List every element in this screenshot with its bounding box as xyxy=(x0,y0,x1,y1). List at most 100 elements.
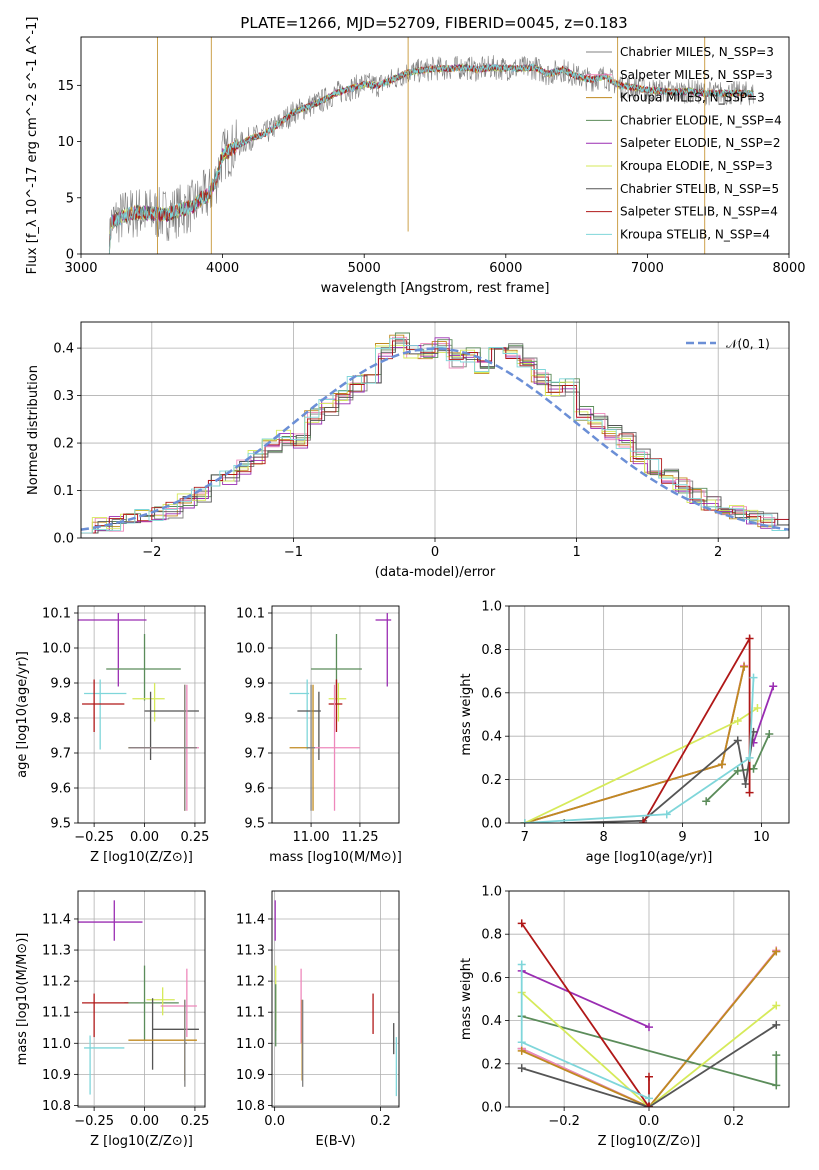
panel-age-vs-Z: −0.25 0.00 0.25 9.5 9.6 9.7 9.8 9.9 10.0 10.1 Z [l… xyxy=(15,605,209,865)
series-line xyxy=(524,666,745,823)
y-tick-label: 0.4 xyxy=(481,1014,502,1029)
data-point-marker xyxy=(749,673,758,682)
x-tick-label: 2 xyxy=(714,545,722,560)
legend-label: Kroupa ELODIE, N_SSP=3 xyxy=(620,159,773,173)
data-point-marker xyxy=(745,788,754,797)
histogram-step xyxy=(81,338,787,534)
x-tick-label: 5000 xyxy=(348,261,381,276)
y-axis-label: mass weight xyxy=(459,958,474,1040)
panel-mass-weight-vs-Z: −0.2 0.0 0.2 0.0 0.2 0.4 0.6 0.8 1.0 Z [log10(Z/Z… xyxy=(459,885,790,1149)
plot-area-mass-vs-Z xyxy=(78,900,199,1095)
x-tick-label: 11.00 xyxy=(292,830,329,845)
x-tick-label: 0.25 xyxy=(180,830,209,845)
y-tick-label: 1.0 xyxy=(481,600,502,615)
x-axis-label: mass [log10(M/M⊙)] xyxy=(269,850,402,865)
x-tick-label: −1 xyxy=(284,545,303,560)
plot-area-mass-weight-vs-age xyxy=(520,634,778,823)
series-line xyxy=(521,1024,777,1107)
data-point-marker xyxy=(639,819,648,823)
series-line xyxy=(524,665,745,823)
y-tick-label: 1.0 xyxy=(481,885,502,900)
data-point-marker xyxy=(765,730,774,739)
y-tick-label: 11.0 xyxy=(236,1037,265,1052)
y-tick-label: 9.6 xyxy=(50,782,71,797)
x-tick-label: 7000 xyxy=(631,261,664,276)
legend-label: Salpeter ELODIE, N_SSP=2 xyxy=(620,136,781,150)
y-tick-label: 0.2 xyxy=(53,437,74,452)
observed-spectrum-line xyxy=(109,55,754,254)
x-tick-label: −0.2 xyxy=(548,1114,580,1129)
axes-frame xyxy=(271,890,400,1108)
x-axis-label: Z [log10(Z/Z⊙)] xyxy=(90,1134,193,1149)
legend-label: Chabrier ELODIE, N_SSP=4 xyxy=(620,113,782,127)
x-tick-label: 7 xyxy=(521,830,529,845)
data-point-marker xyxy=(740,662,749,671)
legend-label: Kroupa MILES, N_SSP=3 xyxy=(620,91,765,105)
data-point-marker xyxy=(769,682,778,691)
y-tick-label: 0.1 xyxy=(53,484,74,499)
y-tick-label: 9.7 xyxy=(244,747,265,762)
y-tick-label: 0 xyxy=(66,248,74,263)
axes-frame xyxy=(508,890,790,1108)
x-tick-label: 0.25 xyxy=(180,1114,209,1129)
x-tick-label: 0.2 xyxy=(370,1114,391,1129)
x-tick-label: −2 xyxy=(142,545,161,560)
y-axis-label: mass weight xyxy=(459,673,474,755)
series-line xyxy=(521,991,777,1107)
x-tick-label: −0.25 xyxy=(74,1114,114,1129)
plot-area-spectrum xyxy=(108,37,754,254)
series-line xyxy=(524,666,745,823)
data-point-marker xyxy=(749,764,758,773)
y-tick-label: 10.8 xyxy=(236,1099,265,1114)
panel-mass-vs-EBV: 0.0 0.2 10.8 10.9 11.0 11.1 11.2 11.3 11.4 E(B-V) xyxy=(236,890,400,1149)
x-tick-label: 0.0 xyxy=(264,1114,285,1129)
data-point-marker xyxy=(733,766,742,775)
y-tick-label: 10.0 xyxy=(236,642,265,657)
y-tick-label: 11.3 xyxy=(42,944,71,959)
y-tick-label: 11.2 xyxy=(236,975,265,990)
y-tick-label: 9.9 xyxy=(244,677,265,692)
y-tick-label: 0.0 xyxy=(53,532,74,547)
plot-area-mass-vs-EBV xyxy=(274,900,398,1097)
data-point-marker xyxy=(517,1046,526,1055)
series-line xyxy=(520,922,650,1107)
plot-area-residuals xyxy=(81,332,789,534)
panels: 3000 4000 5000 6000 7000 8000051015wavelength… xyxy=(15,17,806,1149)
y-tick-label: 11.3 xyxy=(236,944,265,959)
y-tick-label: 0.8 xyxy=(481,643,502,658)
data-point-marker xyxy=(772,1020,781,1029)
y-tick-label: 9.6 xyxy=(244,782,265,797)
legend-label: Kroupa STELIB, N_SSP=4 xyxy=(620,227,770,241)
data-point-marker xyxy=(741,779,750,788)
data-point-marker xyxy=(517,960,526,969)
y-tick-label: 9.7 xyxy=(50,747,71,762)
x-axis-label: Z [log10(Z/Z⊙)] xyxy=(90,850,193,865)
data-point-marker xyxy=(753,703,762,712)
series-line xyxy=(752,686,775,743)
plot-area-age-vs-mass xyxy=(289,613,392,811)
axes-frame xyxy=(77,890,206,1108)
x-tick-label: 0.2 xyxy=(724,1114,745,1129)
legend-label: Salpeter STELIB, N_SSP=4 xyxy=(620,205,778,219)
data-point-marker xyxy=(645,1072,653,1081)
axes-frame xyxy=(80,36,790,255)
x-tick-label: 8 xyxy=(600,830,608,845)
y-tick-label: 11.1 xyxy=(236,1006,265,1021)
y-tick-label: 0.2 xyxy=(481,773,502,788)
x-tick-label: 6000 xyxy=(489,261,522,276)
series-line xyxy=(642,635,751,823)
gaussian-curve xyxy=(81,347,789,531)
series-line xyxy=(564,731,755,823)
y-tick-label: 11.4 xyxy=(42,912,71,927)
data-point-marker xyxy=(772,947,781,956)
y-tick-label: 5 xyxy=(66,191,74,206)
data-point-marker xyxy=(520,819,529,823)
y-tick-label: 0.6 xyxy=(481,971,502,986)
x-tick-label: 1 xyxy=(572,545,580,560)
y-tick-label: 10.9 xyxy=(236,1068,265,1083)
axes-frame xyxy=(508,605,790,824)
y-tick-label: 0.4 xyxy=(53,342,74,357)
x-tick-label: 0.00 xyxy=(130,830,159,845)
x-axis-label: wavelength [Angstrom, rest frame] xyxy=(321,281,550,296)
y-tick-label: 0.8 xyxy=(481,928,502,943)
